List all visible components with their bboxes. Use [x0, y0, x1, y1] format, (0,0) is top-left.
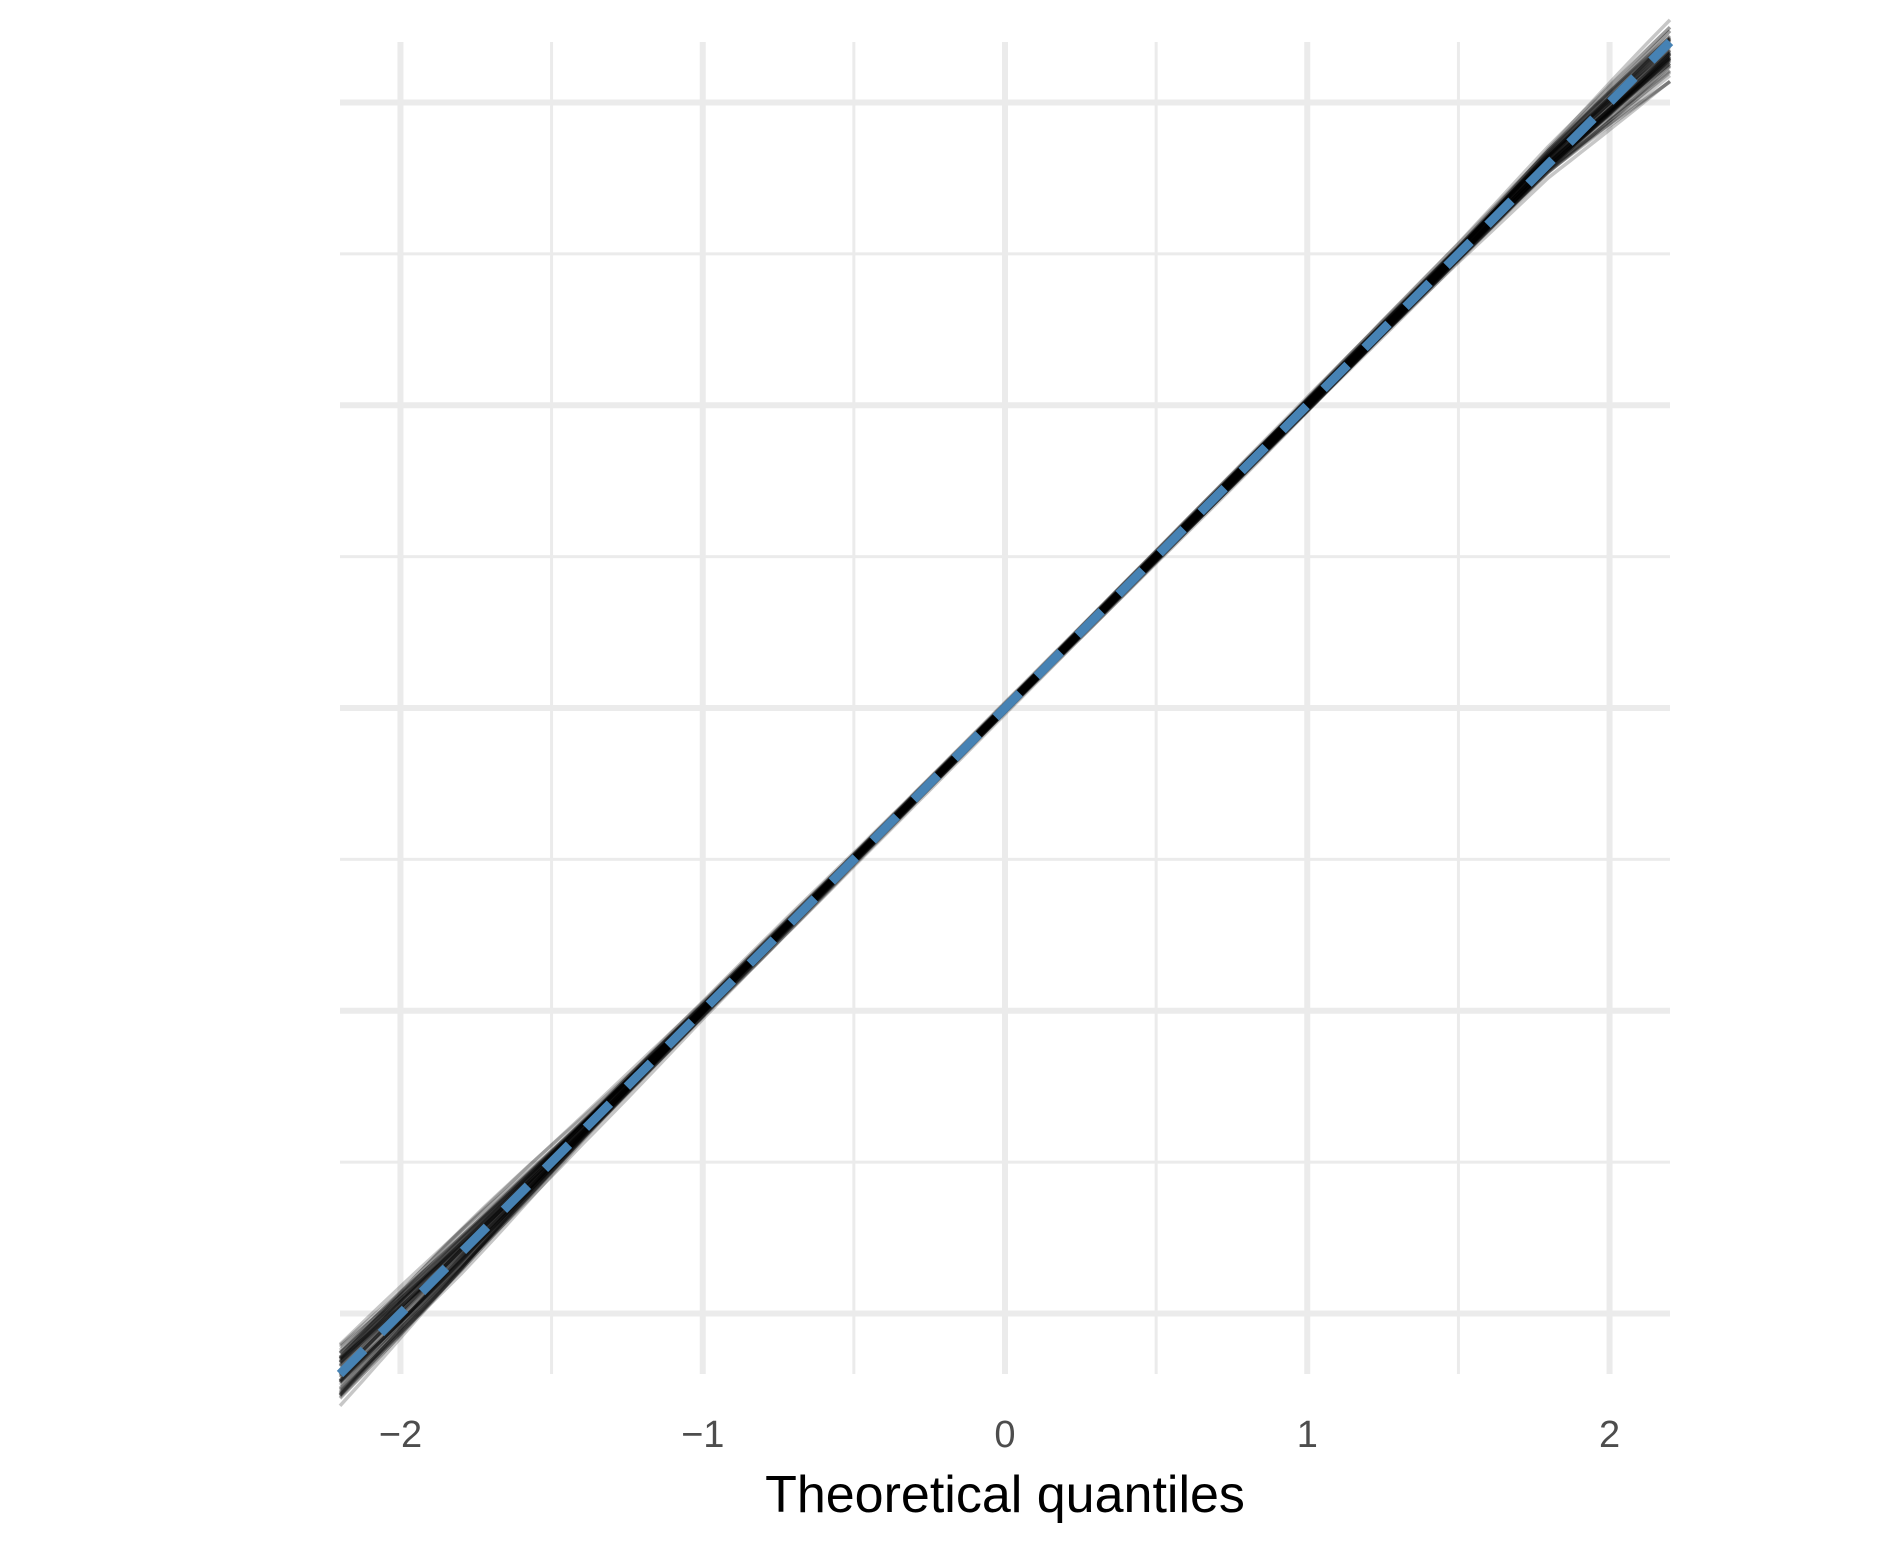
reference-line-group — [336, 38, 1674, 1378]
reference-line — [336, 38, 1674, 1378]
x-axis-title: Theoretical quantiles — [765, 1466, 1245, 1524]
x-tick-label: −2 — [379, 1414, 422, 1456]
x-tick-labels: −2 −1 0 1 2 — [379, 1414, 1620, 1456]
x-tick-label: 2 — [1599, 1414, 1620, 1456]
x-tick-label: 0 — [994, 1414, 1015, 1456]
grid — [340, 42, 1670, 1374]
x-tick-label: 1 — [1297, 1414, 1318, 1456]
x-tick-label: −1 — [681, 1414, 724, 1456]
